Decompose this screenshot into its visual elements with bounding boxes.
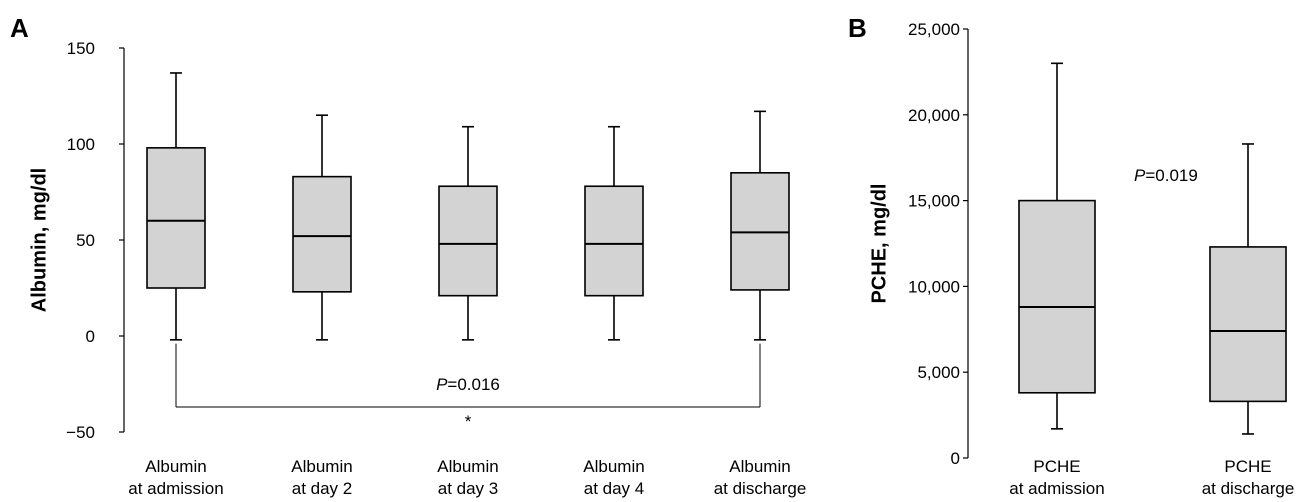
- panel-b-y-axis-label: PCHE, mg/dl: [868, 183, 890, 303]
- category-label-line1: Albumin: [145, 457, 206, 476]
- y-tick-label: −50: [66, 423, 95, 442]
- y-tick-label: 0: [951, 449, 960, 468]
- y-tick-label: 15,000: [908, 192, 960, 211]
- y-tick-label: 20,000: [908, 106, 960, 125]
- panel-a-label: A: [10, 13, 29, 43]
- box-iqr: [292, 175, 352, 293]
- category-label-line2: at admission: [1009, 479, 1104, 498]
- panel-a-y-axis-label: Albumin, mg/dl: [28, 168, 50, 312]
- box-iqr: [438, 185, 498, 297]
- box-iqr: [1209, 246, 1287, 403]
- y-tick-label: 150: [67, 39, 95, 58]
- panel-a-albumin-chart: A Albumin, mg/dl −50 0 50 100 150 Albumin at a…: [10, 13, 806, 498]
- p-value-letter: P: [1134, 166, 1146, 185]
- category-label-line2: at day 2: [292, 479, 353, 498]
- p-value-letter: P: [436, 375, 448, 394]
- category-label-line1: Albumin: [437, 457, 498, 476]
- significance-star: *: [465, 412, 472, 431]
- y-tick-label: 50: [76, 231, 95, 250]
- category-label-line1: Albumin: [583, 457, 644, 476]
- category-label-line1: PCHE: [1224, 457, 1271, 476]
- box-iqr: [1018, 199, 1096, 394]
- p-value-label: P=0.019: [1134, 166, 1198, 185]
- category-label-line2: at discharge: [1202, 479, 1295, 498]
- category-label-line1: Albumin: [291, 457, 352, 476]
- category-label-line2: at day 4: [584, 479, 645, 498]
- category-label-line1: Albumin: [729, 457, 790, 476]
- category-label-line1: PCHE: [1033, 457, 1080, 476]
- y-tick-label: 100: [67, 135, 95, 154]
- category-label-line2: at admission: [128, 479, 223, 498]
- panel-b-label: B: [848, 13, 867, 43]
- category-label-line2: at discharge: [714, 479, 807, 498]
- p-value-number: =0.016: [447, 375, 499, 394]
- y-tick-label: 25,000: [908, 20, 960, 39]
- p-value-number: =0.019: [1145, 166, 1197, 185]
- y-tick-label: 10,000: [908, 277, 960, 296]
- box-iqr: [584, 185, 644, 297]
- box-iqr: [146, 147, 206, 289]
- p-value-label: P=0.016: [436, 375, 500, 394]
- panel-b-pche-chart: B PCHE, mg/dl 0 5,000 10,000 15,000 20,000 25…: [848, 13, 1294, 498]
- category-label-line2: at day 3: [438, 479, 499, 498]
- y-tick-label: 5,000: [917, 363, 960, 382]
- y-tick-label: 0: [86, 327, 95, 346]
